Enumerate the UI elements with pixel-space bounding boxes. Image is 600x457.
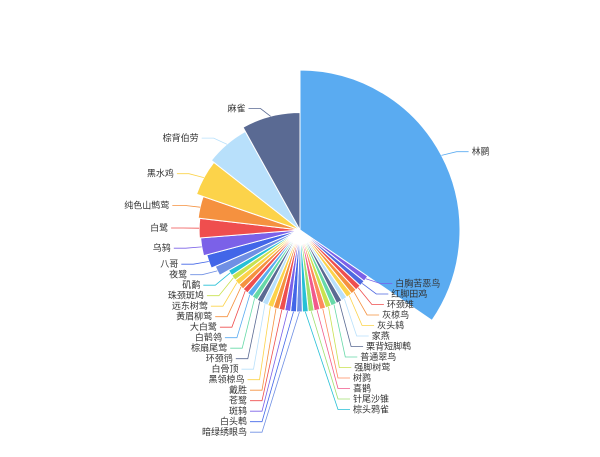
slice-label: 夜鹭 [169,269,187,281]
slice-label: 白骨顶 [211,363,238,375]
labels: 林鹂白胸苦恶鸟红脚田鸡环颈雉灰椋鸟灰头鸫家燕栗背短脚鹎普通翠鸟强脚树莺树鹨喜鹊针… [124,103,489,439]
label-line [250,311,300,433]
slice-label: 棕头鸦雀 [353,404,389,416]
slice-label: 斑鸫 [229,405,247,417]
slice-label: 普通翠鸟 [360,351,396,363]
slices [195,69,461,322]
slice-label: 大白鹭 [190,321,217,333]
slice-label: 矶鹬 [182,279,200,291]
label-line [250,309,283,402]
label-line [353,291,380,316]
label-line [365,278,393,284]
label-line [172,204,201,208]
slice-label: 白鹭 [150,222,168,234]
slice-label: 苍鹭 [229,395,247,407]
slice-label: 灰椋鸟 [382,309,409,321]
label-line [203,272,231,286]
label-line [219,290,246,328]
label-line [235,301,261,360]
label-line [338,301,364,347]
slice-label: 白头鹎 [220,416,247,428]
slice-label: 树鹨 [353,372,371,384]
slice-label: 纯色山鹪莺 [124,199,169,211]
slice-label: 八哥 [160,259,178,270]
slice-label: 麻雀 [227,103,245,115]
slice-label: 家燕 [372,330,390,342]
label-line [344,298,369,337]
label-line [304,311,350,410]
label-line [181,261,209,265]
slice-label: 黄眉柳莺 [176,311,212,323]
label-line [206,277,234,297]
label-line [247,306,271,381]
slice-label: 强脚树莺 [354,362,390,374]
label-line [348,295,375,326]
slice-label: 棕背伯劳 [163,132,199,144]
label-line [230,298,255,349]
label-line [361,283,389,295]
label-line [248,108,271,117]
label-line [357,287,384,305]
label-line [250,311,288,412]
slice-label: 环颈鸻 [206,353,233,365]
label-line [328,306,352,368]
slice-label: 棕扇尾莺 [191,342,227,354]
label-line [201,137,228,145]
slice-label: 黑领椋鸟 [208,374,244,386]
slice-label: 红脚田鸡 [391,288,427,300]
label-line [441,151,469,156]
label-line [310,311,350,400]
slice-label: 戴胜 [229,384,247,396]
label-line [250,311,294,423]
slice-label: 栗背短脚鹎 [366,341,411,353]
slice-label: 珠颈斑鸠 [168,290,204,302]
slice-label: 针尾沙锥 [353,393,389,405]
slice-label: 远东树莺 [172,300,208,312]
slice-label: 黑水鸡 [147,168,174,180]
label-line [333,304,358,358]
label-line [250,308,277,391]
label-line [241,304,266,370]
slice-label: 暗绿绣眼鸟 [202,426,247,438]
label-line [322,308,350,379]
slice-label: 灰头鸫 [377,320,404,332]
label-line [176,173,205,178]
slice-label: 环颈雉 [387,299,414,311]
label-line [190,270,218,276]
slice-label: 喜鹊 [353,383,371,395]
slice-label: 乌鸫 [153,242,171,254]
label-line [215,286,242,318]
slice-label: 白鹡鸰 [195,332,222,344]
pie-slice[interactable] [299,69,461,322]
label-line [173,246,202,249]
label-line [224,294,251,339]
label-line [316,310,350,389]
slice-label: 林鹂 [472,146,490,158]
pie-slice[interactable] [242,112,301,232]
label-line [210,282,238,307]
slice-label: 白胸苦恶鸟 [395,278,440,290]
